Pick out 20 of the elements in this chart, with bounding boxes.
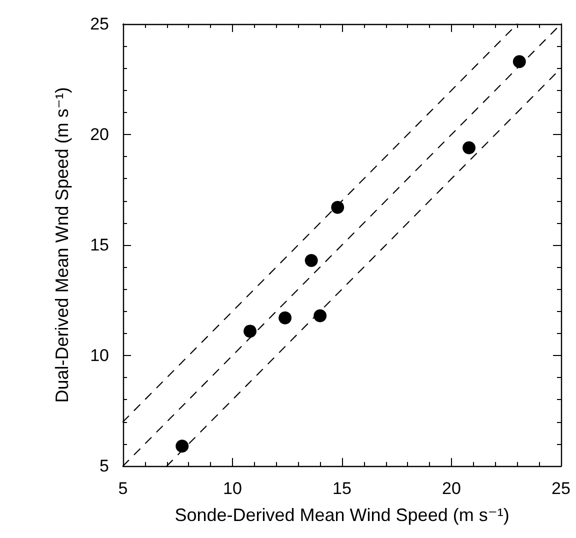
point: [176, 440, 189, 453]
x-tick-label: 10: [223, 479, 242, 498]
point: [278, 311, 292, 324]
y-tick-label: 25: [90, 14, 109, 34]
y-tick-label: 10: [90, 346, 109, 365]
x-tick-label: 25: [552, 479, 570, 498]
y-tick-label: 15: [90, 236, 109, 254]
y-axis-title: Dual-Derived Mean Wnd Speed (m s⁻¹): [52, 87, 72, 403]
point: [462, 141, 476, 154]
point: [244, 324, 257, 338]
x-axis-title: Sonde-Derived Mean Wind Speed (m s⁻¹): [174, 505, 510, 525]
x-tick-label: 15: [332, 479, 352, 498]
x-tick-label: 20: [442, 479, 461, 498]
point: [331, 200, 344, 214]
point: [304, 254, 318, 267]
y-tick-label: 20: [90, 125, 109, 144]
y-tick-label: 5: [100, 456, 109, 476]
x-tick-label: 5: [118, 479, 128, 498]
point: [314, 309, 327, 322]
point: [512, 55, 526, 68]
